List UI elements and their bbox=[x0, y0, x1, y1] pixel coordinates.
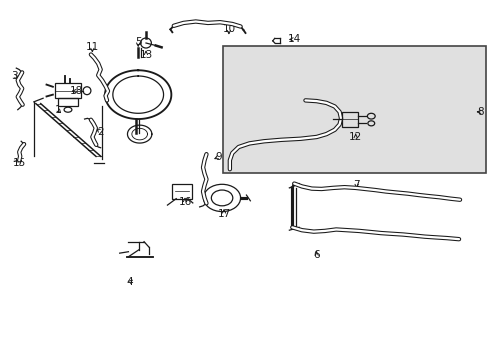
Text: 15: 15 bbox=[13, 158, 26, 168]
Bar bbox=[172, 184, 191, 199]
Bar bbox=[58, 98, 78, 106]
Text: 9: 9 bbox=[215, 152, 222, 162]
Text: 12: 12 bbox=[348, 132, 362, 142]
Text: 18: 18 bbox=[69, 86, 83, 96]
Text: 8: 8 bbox=[477, 107, 483, 117]
Text: 2: 2 bbox=[97, 127, 104, 136]
Text: 16: 16 bbox=[178, 197, 191, 207]
Text: 1: 1 bbox=[55, 105, 61, 115]
Text: 17: 17 bbox=[217, 209, 230, 219]
Text: 13: 13 bbox=[139, 50, 152, 60]
Bar bbox=[222, 45, 485, 173]
Text: 5: 5 bbox=[135, 37, 141, 47]
Text: 10: 10 bbox=[222, 24, 235, 35]
Text: 4: 4 bbox=[126, 277, 133, 287]
Bar bbox=[341, 112, 357, 127]
Text: 6: 6 bbox=[313, 250, 319, 260]
Text: 14: 14 bbox=[287, 35, 300, 44]
Text: 3: 3 bbox=[11, 71, 18, 81]
Bar bbox=[55, 83, 81, 98]
Text: 11: 11 bbox=[85, 42, 99, 52]
Text: 7: 7 bbox=[353, 180, 359, 190]
